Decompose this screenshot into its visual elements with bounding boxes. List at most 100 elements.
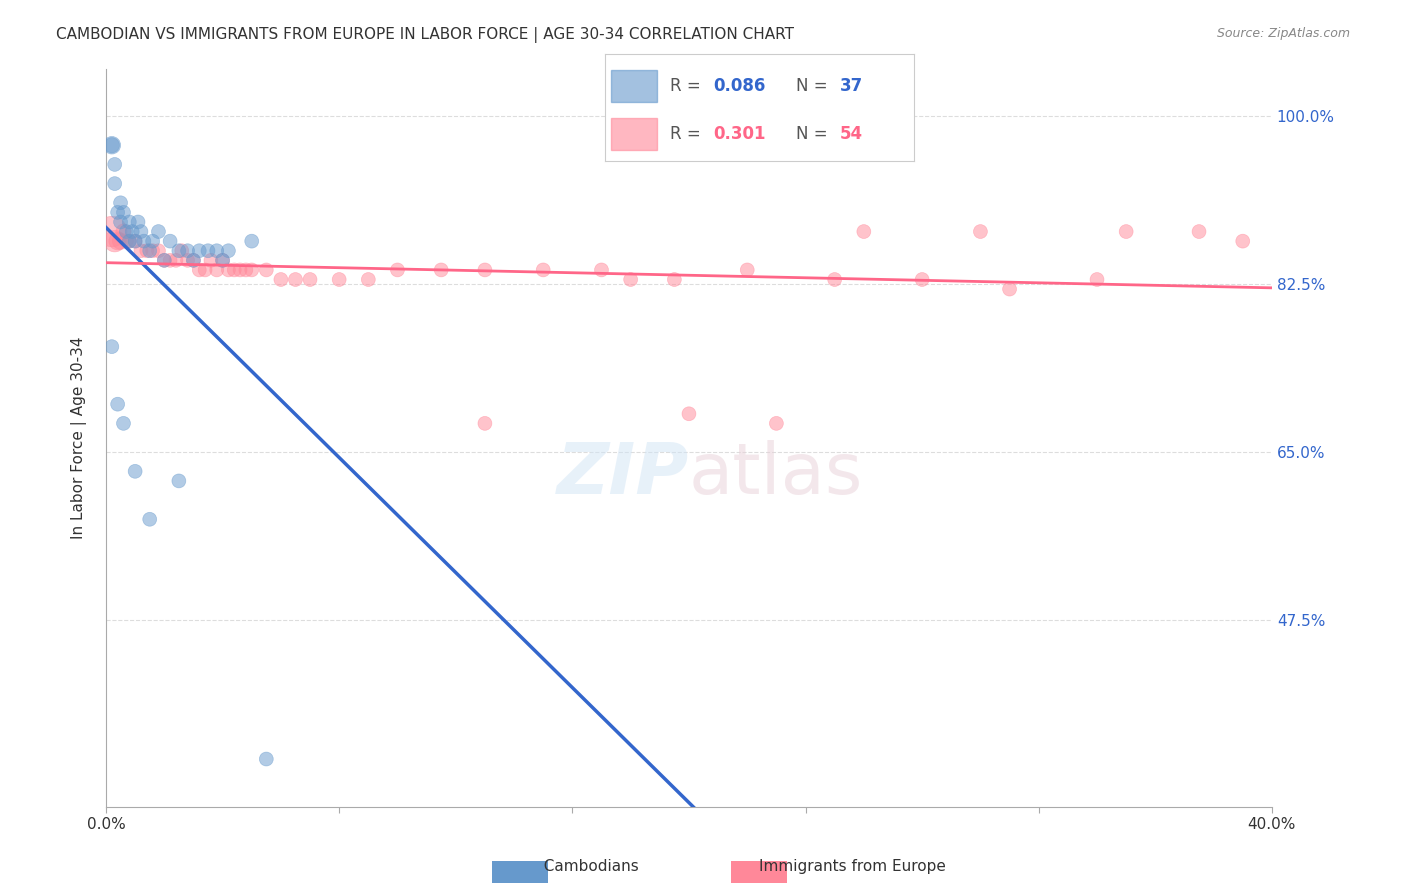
Point xyxy=(124,464,146,478)
Point xyxy=(240,234,263,248)
Point xyxy=(153,253,176,268)
Point xyxy=(765,417,787,431)
Point xyxy=(176,244,198,258)
Point xyxy=(430,263,453,277)
Point xyxy=(188,244,211,258)
Point xyxy=(118,234,141,248)
Point xyxy=(167,474,190,488)
Point xyxy=(148,225,170,239)
Text: 0.086: 0.086 xyxy=(713,77,765,95)
Text: N =: N = xyxy=(796,77,834,95)
Point xyxy=(194,263,217,277)
Text: atlas: atlas xyxy=(689,440,863,509)
Point xyxy=(101,225,124,239)
Point xyxy=(107,205,129,219)
Point xyxy=(229,263,252,277)
Point xyxy=(148,244,170,258)
Point xyxy=(170,244,193,258)
Point xyxy=(104,177,127,191)
Point xyxy=(112,205,135,219)
Point xyxy=(474,263,496,277)
Point xyxy=(112,225,135,239)
Point xyxy=(197,244,219,258)
Bar xyxy=(610,118,657,150)
Point xyxy=(110,195,132,210)
Point xyxy=(138,512,160,526)
Point xyxy=(620,272,643,286)
Point xyxy=(211,253,233,268)
Bar xyxy=(610,70,657,102)
Point xyxy=(101,340,124,354)
Text: CAMBODIAN VS IMMIGRANTS FROM EUROPE IN LABOR FORCE | AGE 30-34 CORRELATION CHART: CAMBODIAN VS IMMIGRANTS FROM EUROPE IN L… xyxy=(56,27,794,43)
Point xyxy=(205,244,228,258)
Text: 37: 37 xyxy=(839,77,863,95)
Point xyxy=(142,244,165,258)
Point xyxy=(129,225,152,239)
Point xyxy=(124,234,146,248)
Point xyxy=(911,272,934,286)
Point xyxy=(254,752,277,766)
Point xyxy=(591,263,613,277)
Point xyxy=(129,244,152,258)
Point xyxy=(153,253,176,268)
Text: R =: R = xyxy=(669,77,706,95)
Point xyxy=(124,234,146,248)
Text: R =: R = xyxy=(669,125,706,143)
Point xyxy=(104,157,127,171)
Point xyxy=(328,272,350,286)
Point xyxy=(115,225,138,239)
Point xyxy=(1188,225,1211,239)
Point xyxy=(678,407,700,421)
Point xyxy=(299,272,322,286)
Text: Immigrants from Europe: Immigrants from Europe xyxy=(759,859,946,874)
Point xyxy=(998,282,1021,296)
Point xyxy=(211,253,233,268)
Point xyxy=(167,244,190,258)
Point xyxy=(159,253,181,268)
Point xyxy=(121,225,143,239)
Point xyxy=(104,234,127,248)
Text: 0.301: 0.301 xyxy=(713,125,765,143)
Point xyxy=(664,272,686,286)
Text: Cambodians: Cambodians xyxy=(534,859,640,874)
Point xyxy=(135,244,157,258)
Point xyxy=(159,234,181,248)
Point xyxy=(110,234,132,248)
Point xyxy=(188,263,211,277)
Point xyxy=(474,417,496,431)
Point xyxy=(118,234,141,248)
Point xyxy=(1085,272,1108,286)
Point xyxy=(824,272,846,286)
Point xyxy=(205,263,228,277)
Point xyxy=(127,215,149,229)
Point xyxy=(110,215,132,229)
Point xyxy=(240,263,263,277)
Point xyxy=(735,263,758,277)
Text: ZIP: ZIP xyxy=(557,440,689,509)
Point xyxy=(115,234,138,248)
Point xyxy=(270,272,292,286)
Point xyxy=(387,263,409,277)
Point xyxy=(357,272,380,286)
Point xyxy=(107,234,129,248)
Point xyxy=(1115,225,1137,239)
Point xyxy=(852,225,875,239)
Point xyxy=(107,397,129,411)
Point xyxy=(217,263,239,277)
Point xyxy=(138,244,160,258)
Point xyxy=(118,215,141,229)
Point xyxy=(284,272,307,286)
Point xyxy=(183,253,205,268)
Point xyxy=(112,417,135,431)
Point xyxy=(254,263,277,277)
Text: 54: 54 xyxy=(839,125,863,143)
Point xyxy=(969,225,991,239)
Point xyxy=(224,263,246,277)
Point xyxy=(217,244,239,258)
Y-axis label: In Labor Force | Age 30-34: In Labor Force | Age 30-34 xyxy=(72,336,87,539)
Point xyxy=(165,253,187,268)
Point xyxy=(200,253,222,268)
Point xyxy=(1232,234,1254,248)
Text: N =: N = xyxy=(796,125,834,143)
Point xyxy=(183,253,205,268)
